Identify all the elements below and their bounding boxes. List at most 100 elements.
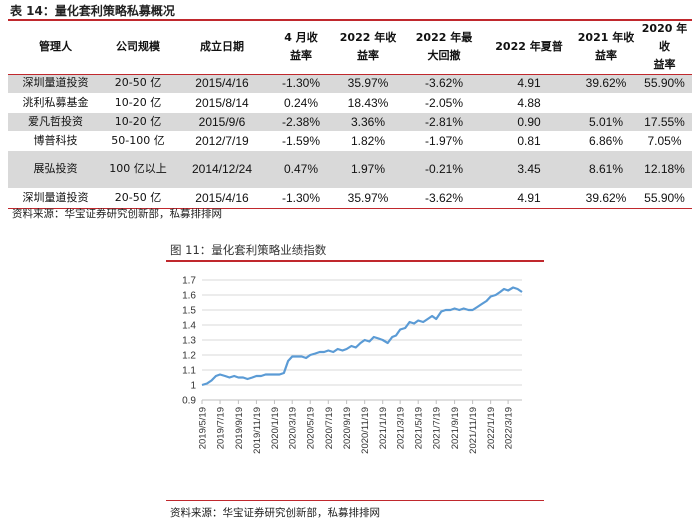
chart-y-axis: 0.9 1 1.1 1.2 1.3 1.4 1.5 1.6 1.7 <box>182 276 196 407</box>
table-cell: 爱凡哲投资 <box>8 112 103 132</box>
table-cell: 10-20 亿 <box>103 112 173 132</box>
table-cell: 深圳量道投资 <box>8 74 103 94</box>
table-body: 深圳量道投资 20-50 亿 2015/4/16 -1.30% 35.97% -3.62%… <box>8 74 692 208</box>
table-title: 表 14：量化套利策略私募概况 <box>10 4 175 18</box>
column-header-line: 4 月收 <box>284 31 318 44</box>
table-cell: 39.62% <box>575 74 637 94</box>
table-header-rule <box>8 74 692 75</box>
x-tick-label: 2020/5/19 <box>306 407 317 449</box>
table-row: 博普科技 50-100 亿 2012/7/19 -1.59% 1.82% -1.97% 0.… <box>8 131 692 151</box>
table-cell: 6.86% <box>575 131 637 151</box>
column-header: 2020 年收 益率 <box>637 20 692 74</box>
table-header: 管理人 公司规模 成立日期 4 月收 益率 2022 年收 益率 2022 年最 大回撤 2022… <box>8 20 692 74</box>
table-cell: -3.62% <box>405 74 483 94</box>
x-tick-label: 2020/9/19 <box>342 407 353 449</box>
table-cell: 博普科技 <box>8 131 103 151</box>
table-cell: 1.82% <box>331 131 405 151</box>
table-cell: 2012/7/19 <box>173 131 271 151</box>
x-tick-label: 2021/1/19 <box>378 407 389 449</box>
table-row: 爱凡哲投资 10-20 亿 2015/9/6 -2.38% 3.36% -2.81% 0.9… <box>8 112 692 132</box>
x-tick-label: 2021/3/19 <box>396 407 407 449</box>
table-cell: 1.97% <box>331 150 405 189</box>
table-cell: 3.36% <box>331 112 405 132</box>
figure-title-rule <box>166 260 544 262</box>
table-cell: 4.88 <box>483 93 575 113</box>
y-tick-label: 1 <box>190 381 196 392</box>
table-cell: 2014/12/24 <box>173 150 271 189</box>
table-cell: 洮利私募基金 <box>8 93 103 113</box>
table-cell: 12.18% <box>637 150 692 189</box>
column-header-line: 益率 <box>653 58 676 71</box>
table-cell: -2.81% <box>405 112 483 132</box>
column-header: 4 月收益率 <box>271 20 331 74</box>
x-tick-label: 2020/7/19 <box>324 407 335 449</box>
x-tick-label: 2021/9/19 <box>450 407 461 449</box>
column-header: 2022 年收 益率 <box>331 20 405 74</box>
y-tick-label: 1.5 <box>182 306 196 317</box>
y-tick-label: 1.7 <box>182 276 196 287</box>
column-header-line: 大回撤 <box>427 49 461 62</box>
table-cell: 2015/8/14 <box>173 93 271 113</box>
table-cell: 55.90% <box>637 188 692 208</box>
table-cell: 18.43% <box>331 93 405 113</box>
figure-title: 图 11：量化套利策略业绩指数 <box>170 243 327 257</box>
table-cell: 7.05% <box>637 131 692 151</box>
x-tick-label: 2019/5/19 <box>198 407 209 449</box>
column-header-line: 益率 <box>595 49 617 62</box>
column-header-line: 益率 <box>290 49 312 62</box>
table-cell: 20-50 亿 <box>103 74 173 94</box>
table-cell: -1.97% <box>405 131 483 151</box>
x-tick-label: 2020/1/19 <box>270 407 281 449</box>
y-tick-label: 1.6 <box>182 291 196 302</box>
table-cell: 17.55% <box>637 112 692 132</box>
table-cell: 2015/4/16 <box>173 74 271 94</box>
table-cell: 5.01% <box>575 112 637 132</box>
table-source-note: 资料来源：华宝证券研究创新部，私募排排网 <box>12 208 222 220</box>
column-header: 2022 年最 大回撤 <box>405 20 483 74</box>
table-top-rule <box>8 19 692 21</box>
table-row: 深圳量道投资 20-50 亿 2015/4/16 -1.30% 35.97% -3.62%… <box>8 188 692 208</box>
table-cell: 100 亿以上 <box>103 150 173 189</box>
x-tick-label: 2020/3/19 <box>288 407 299 449</box>
table-cell: 8.61% <box>575 150 637 189</box>
table-cell: 20-50 亿 <box>103 188 173 208</box>
chart-series <box>201 286 523 387</box>
table-cell: 50-100 亿 <box>103 131 173 151</box>
index-line <box>201 286 523 387</box>
table-bottom-rule <box>8 208 692 209</box>
column-header-line: 2021 年收 <box>577 31 635 44</box>
table-cell: 0.47% <box>271 150 331 189</box>
column-header-line: 2022 年夏普 <box>495 40 563 53</box>
x-tick-label: 2021/11/19 <box>468 407 479 454</box>
table-cell: 展弘投资 <box>8 150 103 189</box>
table-cell: -1.30% <box>271 74 331 94</box>
column-header-line: 2022 年收 <box>339 31 397 44</box>
column-header: 2022 年夏普 <box>483 20 575 74</box>
x-tick-label: 2022/1/19 <box>486 407 497 449</box>
x-tick-label: 2020/11/19 <box>360 407 371 454</box>
table-cell: 4.91 <box>483 188 575 208</box>
table-cell: -2.38% <box>271 112 331 132</box>
performance-index-chart: 0.911.11.21.31.41.51.61.7 2019/5/19 2019/… <box>182 276 523 454</box>
private-fund-table: 管理人 公司规模 成立日期 4 月收 益率 2022 年收 益率 2022 年最 大回撤 2022… <box>8 20 692 208</box>
y-tick-label: 1.1 <box>182 366 196 377</box>
table-cell: 3.45 <box>483 150 575 189</box>
table-cell: 35.97% <box>331 74 405 94</box>
table-cell: 2015/9/6 <box>173 112 271 132</box>
x-tick-label: 2019/7/19 <box>216 407 227 449</box>
table-cell <box>575 93 637 113</box>
table-cell: 35.97% <box>331 188 405 208</box>
table-cell: -3.62% <box>405 188 483 208</box>
table-row: 展弘投资 100 亿以上 2014/12/24 0.47% 1.97% -0.21% 3.4… <box>8 150 692 189</box>
column-header: 2021 年收 益率 <box>575 20 637 74</box>
table-cell: 0.90 <box>483 112 575 132</box>
table-cell: -1.30% <box>271 188 331 208</box>
x-tick-label: 2021/5/19 <box>414 407 425 449</box>
table-cell: 深圳量道投资 <box>8 188 103 208</box>
x-tick-label: 2019/9/19 <box>234 407 245 449</box>
table-row: 深圳量道投资 20-50 亿 2015/4/16 -1.30% 35.97% -3.62%… <box>8 74 692 94</box>
table-cell: 0.24% <box>271 93 331 113</box>
table-cell: 0.81 <box>483 131 575 151</box>
figure-bottom-rule <box>166 500 544 501</box>
table-cell: -2.05% <box>405 93 483 113</box>
